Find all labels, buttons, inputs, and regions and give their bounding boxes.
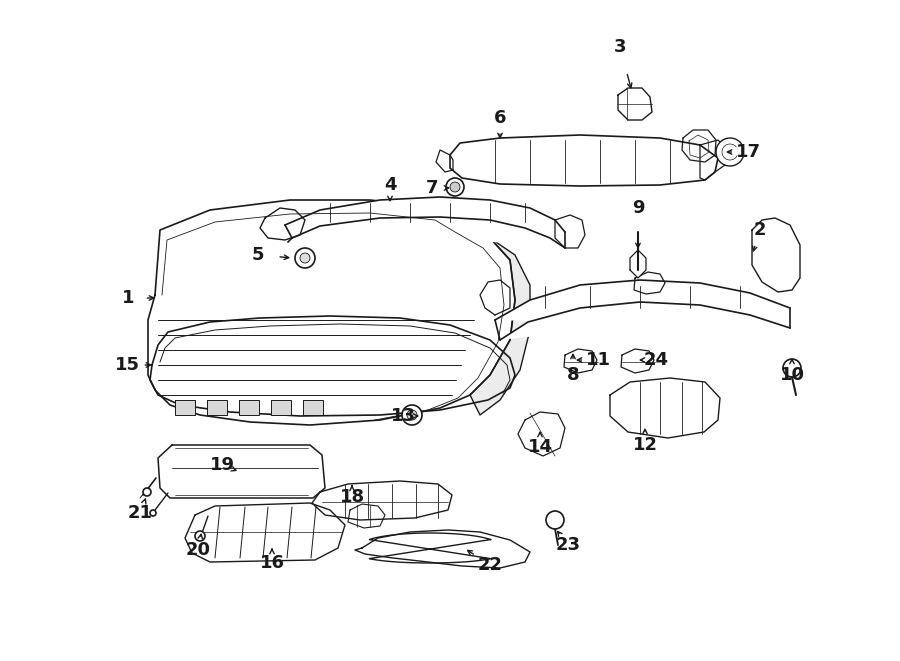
Polygon shape bbox=[564, 349, 597, 373]
Text: 22: 22 bbox=[478, 556, 502, 574]
Text: 24: 24 bbox=[644, 351, 669, 369]
Polygon shape bbox=[355, 530, 530, 568]
Text: 14: 14 bbox=[527, 438, 553, 456]
Polygon shape bbox=[369, 533, 491, 563]
Text: 8: 8 bbox=[567, 366, 580, 384]
Circle shape bbox=[402, 405, 422, 425]
Text: 17: 17 bbox=[735, 143, 760, 161]
Circle shape bbox=[783, 359, 801, 377]
Text: 13: 13 bbox=[391, 407, 416, 425]
Circle shape bbox=[446, 178, 464, 196]
Circle shape bbox=[300, 253, 310, 263]
Circle shape bbox=[407, 410, 417, 420]
Text: 21: 21 bbox=[128, 504, 152, 522]
Polygon shape bbox=[150, 316, 515, 416]
Polygon shape bbox=[207, 400, 227, 415]
Polygon shape bbox=[618, 88, 652, 120]
Text: 7: 7 bbox=[426, 179, 438, 197]
Polygon shape bbox=[175, 400, 195, 415]
Polygon shape bbox=[480, 280, 510, 315]
Circle shape bbox=[295, 248, 315, 268]
Polygon shape bbox=[495, 280, 790, 340]
Text: 12: 12 bbox=[633, 436, 658, 454]
Text: 15: 15 bbox=[114, 356, 140, 374]
Polygon shape bbox=[312, 481, 452, 520]
Polygon shape bbox=[260, 208, 305, 240]
Text: 20: 20 bbox=[185, 541, 211, 559]
Circle shape bbox=[450, 182, 460, 192]
Text: 9: 9 bbox=[632, 199, 644, 217]
Polygon shape bbox=[752, 218, 800, 292]
Circle shape bbox=[195, 531, 205, 541]
Text: 5: 5 bbox=[252, 246, 265, 264]
Text: 11: 11 bbox=[586, 351, 610, 369]
Text: 23: 23 bbox=[555, 536, 580, 554]
Polygon shape bbox=[682, 130, 716, 162]
Circle shape bbox=[143, 488, 151, 496]
Polygon shape bbox=[555, 215, 585, 248]
Polygon shape bbox=[630, 250, 646, 278]
Polygon shape bbox=[185, 503, 345, 562]
Polygon shape bbox=[303, 400, 323, 415]
Polygon shape bbox=[716, 138, 743, 166]
Polygon shape bbox=[634, 272, 665, 294]
Text: 6: 6 bbox=[494, 109, 506, 127]
Polygon shape bbox=[610, 378, 720, 438]
Polygon shape bbox=[158, 445, 325, 498]
Circle shape bbox=[546, 511, 564, 529]
Polygon shape bbox=[450, 135, 718, 186]
Text: 4: 4 bbox=[383, 176, 396, 194]
Text: 16: 16 bbox=[259, 554, 284, 572]
Polygon shape bbox=[271, 400, 291, 415]
Polygon shape bbox=[518, 412, 565, 456]
Text: 18: 18 bbox=[339, 488, 365, 506]
Polygon shape bbox=[348, 504, 385, 528]
Polygon shape bbox=[436, 150, 453, 172]
Text: 3: 3 bbox=[614, 38, 626, 56]
Polygon shape bbox=[621, 349, 654, 373]
Text: 2: 2 bbox=[754, 221, 766, 239]
Polygon shape bbox=[470, 238, 530, 415]
Circle shape bbox=[150, 510, 156, 516]
Text: 10: 10 bbox=[779, 366, 805, 384]
Text: 19: 19 bbox=[210, 456, 235, 474]
Polygon shape bbox=[148, 200, 515, 425]
Polygon shape bbox=[239, 400, 259, 415]
Text: 1: 1 bbox=[122, 289, 134, 307]
Polygon shape bbox=[700, 140, 728, 180]
Polygon shape bbox=[285, 197, 565, 248]
